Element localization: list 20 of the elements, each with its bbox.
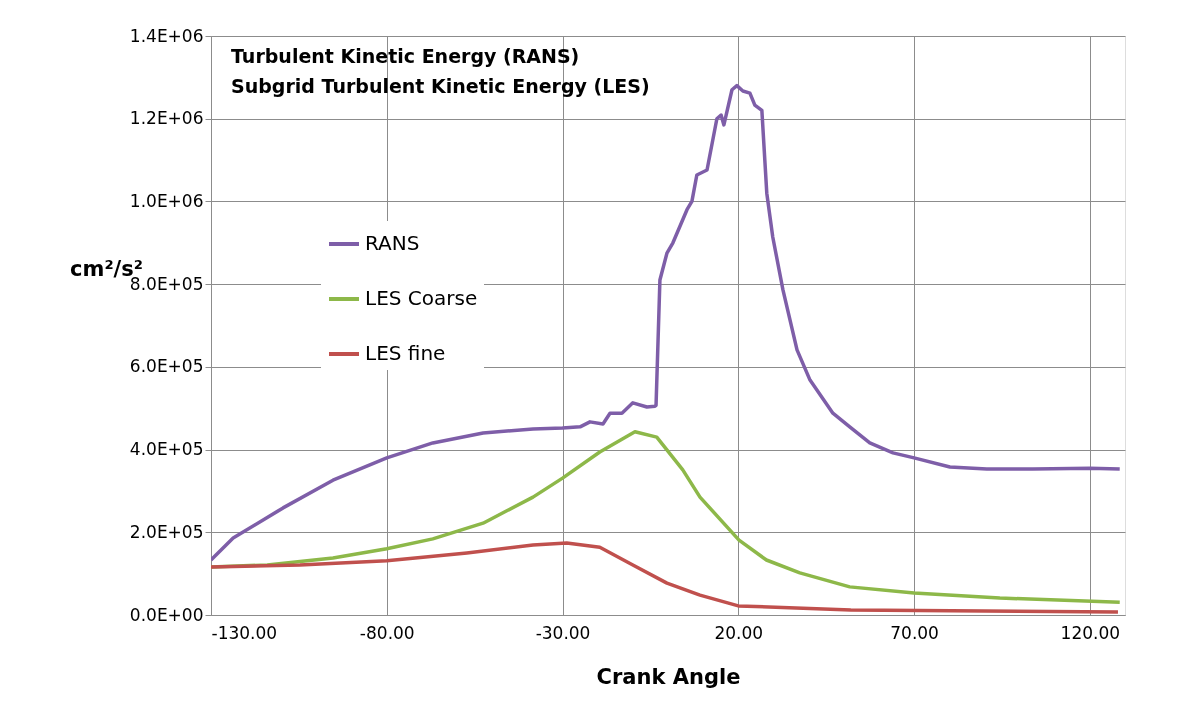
x-tick-label: 70.00	[890, 622, 939, 643]
x-tick-label: -130.00	[211, 622, 278, 643]
y-tick-label: 4.0E+05	[129, 439, 204, 460]
x-tick-label: -30.00	[535, 622, 591, 643]
legend-label: RANS	[365, 231, 420, 255]
x-tick-label: 20.00	[714, 622, 764, 643]
y-tick-label: 1.2E+06	[129, 108, 204, 129]
x-tick-label: -80.00	[359, 622, 415, 643]
line-series	[211, 541, 1120, 614]
x-tick-label: 120.00	[1060, 622, 1121, 643]
y-tick-label: 1.0E+06	[129, 190, 204, 211]
legend-label: LES Coarse	[365, 286, 478, 310]
text: Subgrid Turbulent Kinetic Energy (LES)	[231, 75, 650, 97]
legend-label: LES fine	[365, 341, 446, 365]
y-tick-label: 1.4E+06	[129, 25, 204, 46]
y-tick-label: 0.0E+00	[129, 604, 204, 625]
x-axis-title: Crank Angle	[596, 664, 741, 689]
y-tick-label: 6.0E+05	[129, 356, 204, 377]
text: Turbulent Kinetic Energy (RANS)	[231, 45, 580, 67]
y-tick-label: 2.0E+05	[129, 521, 204, 542]
